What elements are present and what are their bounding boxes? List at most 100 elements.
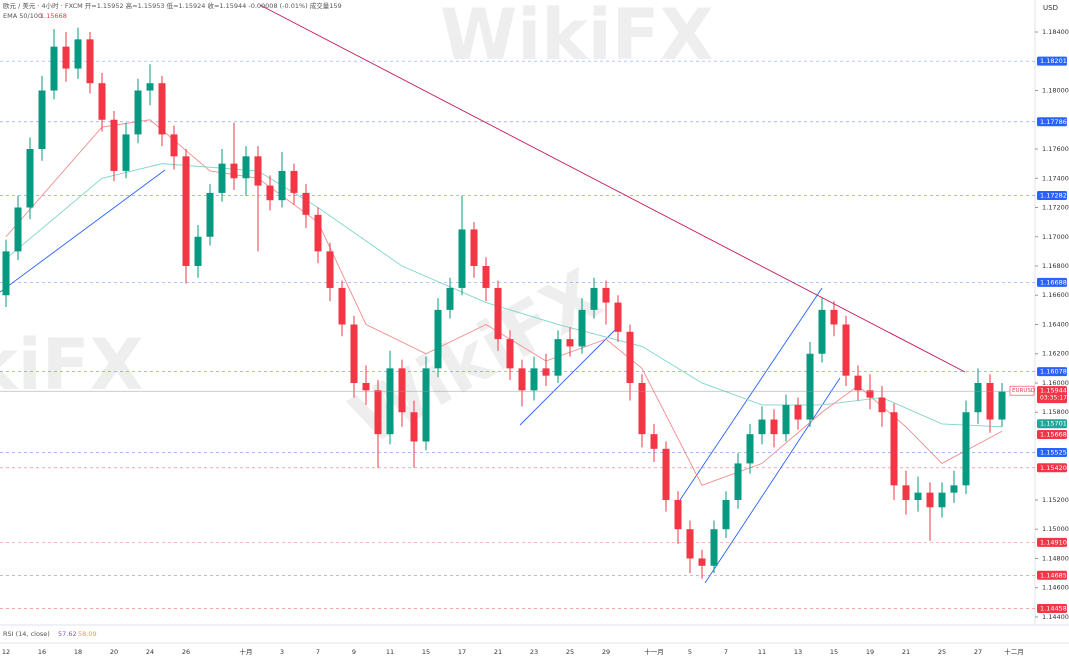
countdown: 03:35:17 bbox=[1040, 395, 1067, 402]
candle-body bbox=[230, 163, 238, 179]
y-tick-label: 1.18000 bbox=[1042, 87, 1069, 95]
candle-body bbox=[410, 412, 418, 442]
x-tick-label: 23 bbox=[530, 648, 538, 656]
candle-body bbox=[866, 390, 874, 398]
candle-body bbox=[98, 83, 106, 120]
ema-line bbox=[5, 163, 1003, 428]
x-tick-label: 18 bbox=[74, 648, 82, 656]
candle-body bbox=[182, 156, 190, 266]
ema-label: 1.15701 bbox=[1040, 420, 1067, 428]
level-label-box bbox=[1037, 277, 1067, 287]
candle-body bbox=[362, 382, 370, 391]
x-tick-label: 3 bbox=[280, 648, 284, 656]
candle-body bbox=[542, 368, 550, 376]
candle-body bbox=[26, 149, 34, 208]
candle-body bbox=[686, 529, 694, 559]
candle-body bbox=[170, 134, 178, 157]
candle-body bbox=[14, 207, 22, 252]
y-tick-label: 1.18400 bbox=[1042, 28, 1069, 36]
candle-body bbox=[506, 339, 514, 369]
x-tick-label: 21 bbox=[494, 648, 502, 656]
x-tick-label: 20 bbox=[110, 648, 118, 656]
candle-body bbox=[926, 492, 934, 508]
candle-body bbox=[674, 499, 682, 530]
level-label-box bbox=[1037, 537, 1067, 547]
trendline bbox=[704, 377, 841, 584]
x-tick-label: 5 bbox=[688, 648, 692, 656]
level-label: 1.16078 bbox=[1040, 368, 1067, 376]
candle-body bbox=[2, 251, 10, 296]
candle-body bbox=[782, 404, 790, 435]
candle-body bbox=[206, 192, 214, 237]
candle-body bbox=[386, 368, 394, 435]
candle-body bbox=[278, 170, 286, 201]
candle-body bbox=[314, 214, 322, 252]
x-tick-label: 27 bbox=[974, 648, 982, 656]
y-tick-label: 1.17200 bbox=[1042, 204, 1069, 212]
x-tick-label: 9 bbox=[352, 648, 356, 656]
x-tick-label: 15 bbox=[830, 648, 838, 656]
level-label: 1.14910 bbox=[1040, 538, 1067, 546]
candle-body bbox=[446, 287, 454, 310]
x-tick-label: 25 bbox=[938, 648, 946, 656]
candle-body bbox=[614, 302, 622, 332]
x-tick-label: 16 bbox=[38, 648, 46, 656]
x-tick-label: 29 bbox=[602, 648, 610, 656]
level-label: 1.16688 bbox=[1040, 278, 1067, 286]
ema-label-box bbox=[1037, 419, 1067, 429]
candle-body bbox=[134, 90, 142, 135]
candle-body bbox=[218, 163, 226, 193]
level-label: 1.14685 bbox=[1040, 571, 1067, 579]
candle-body bbox=[986, 382, 994, 420]
watermark: WikiFX bbox=[440, 0, 714, 76]
candle-body bbox=[146, 83, 154, 91]
x-tick-label: 25 bbox=[566, 648, 574, 656]
candle-body bbox=[398, 368, 406, 413]
y-tick-label: 1.16600 bbox=[1042, 291, 1069, 299]
candle-body bbox=[746, 434, 754, 464]
x-tick-label: 11 bbox=[758, 648, 766, 656]
candle-body bbox=[62, 46, 70, 69]
candle-body bbox=[254, 156, 262, 186]
candle-body bbox=[998, 391, 1006, 420]
candle-body bbox=[158, 83, 166, 135]
level-label: 1.17282 bbox=[1040, 192, 1067, 200]
y-tick-label: 1.14600 bbox=[1042, 584, 1069, 592]
trendline bbox=[679, 287, 823, 501]
y-tick-label: 1.15000 bbox=[1042, 525, 1069, 533]
x-tick-label: 十一月 bbox=[644, 647, 664, 656]
y-tick-label: 1.16400 bbox=[1042, 320, 1069, 328]
candle-body bbox=[242, 156, 250, 179]
level-label-box bbox=[1037, 463, 1067, 473]
level-label-box bbox=[1037, 56, 1067, 66]
candle-body bbox=[578, 309, 586, 347]
y-tick-label: 1.15200 bbox=[1042, 496, 1069, 504]
candle-body bbox=[602, 287, 610, 303]
level-label: 1.17786 bbox=[1040, 118, 1067, 126]
level-label-box bbox=[1037, 447, 1067, 457]
candle-body bbox=[338, 287, 346, 325]
x-tick-label: 13 bbox=[794, 648, 802, 656]
x-tick-label: 21 bbox=[902, 648, 910, 656]
candle-body bbox=[698, 558, 706, 566]
candle-body bbox=[422, 368, 430, 442]
ema-label-box bbox=[1037, 430, 1067, 440]
trendline bbox=[0, 169, 166, 293]
rsi-value: 57.62 bbox=[58, 630, 77, 638]
candle-body bbox=[50, 46, 58, 91]
level-label: 1.18201 bbox=[1040, 57, 1067, 65]
candle-body bbox=[530, 368, 538, 391]
candle-body bbox=[878, 397, 886, 413]
candle-body bbox=[326, 251, 334, 288]
x-tick-label: 24 bbox=[146, 648, 154, 656]
candle-body bbox=[662, 448, 670, 500]
level-label: 1.14458 bbox=[1040, 604, 1067, 612]
candle-body bbox=[266, 185, 274, 201]
y-tick-label: 1.16200 bbox=[1042, 350, 1069, 358]
candle-body bbox=[374, 390, 382, 435]
candle-body bbox=[626, 331, 634, 383]
symbol-box bbox=[1009, 385, 1035, 396]
last-price-label: 1.15944 bbox=[1040, 387, 1067, 395]
level-label: 1.15525 bbox=[1040, 448, 1067, 456]
level-label-box bbox=[1037, 603, 1067, 613]
